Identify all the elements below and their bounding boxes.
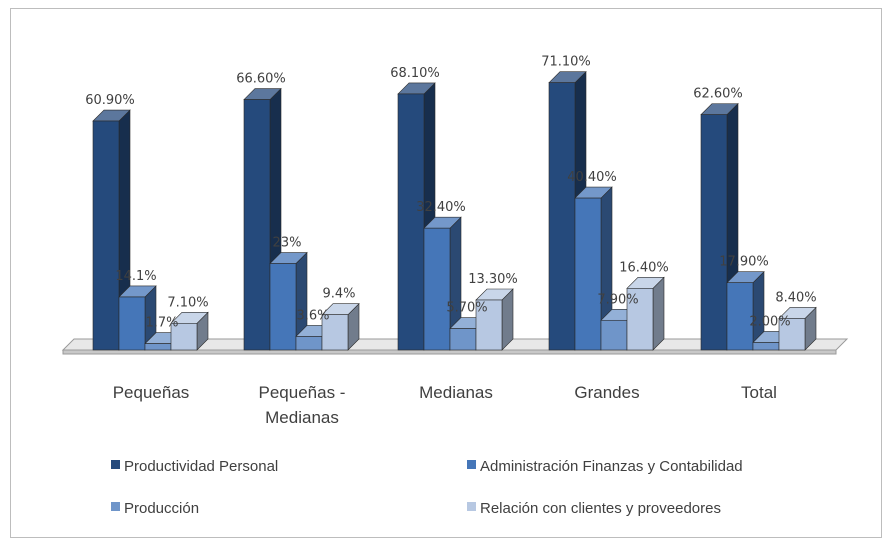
bar [321, 302, 360, 351]
data-label: 71.10% [541, 55, 591, 70]
legend-item: Administración Finanzas y Contabilidad [467, 458, 743, 475]
data-label: 68.10% [390, 66, 440, 81]
bar-front [726, 282, 754, 351]
data-label: 14.1% [115, 269, 156, 284]
category-label: Pequeñas [113, 383, 190, 402]
legend-swatch [467, 502, 476, 511]
floor-front [62, 349, 837, 355]
bar-front [144, 343, 172, 351]
legend: Productividad Personal Administración Fin… [111, 458, 743, 517]
data-labels-layer: 60.90% 14.1% 1.7% 7.10% 66.60% 23% 3.6% 9.4% 68.… [85, 55, 816, 331]
bar-front [170, 323, 198, 351]
category-label: Total [741, 383, 777, 402]
chart-frame: 60.90% 14.1% 1.7% 7.10% 66.60% 23% 3.6% 9.4% 68.… [10, 8, 882, 538]
bar [778, 306, 817, 351]
data-label: 7.90% [597, 292, 638, 307]
bar-front [92, 120, 120, 351]
bars-layer [92, 70, 817, 351]
category-label: Pequeñas - [259, 383, 346, 402]
bar-front [269, 263, 297, 351]
data-label: 23% [273, 236, 302, 251]
bar-front [600, 319, 628, 351]
bar [475, 288, 514, 351]
bar-front [574, 197, 602, 351]
bar-front [548, 82, 576, 351]
legend-swatch [111, 460, 120, 469]
category-label: Grandes [574, 383, 639, 402]
data-label: 60.90% [85, 93, 135, 108]
bar [118, 285, 157, 351]
legend-label: Administración Finanzas y Contabilidad [480, 458, 743, 475]
data-label: 9.4% [322, 287, 355, 302]
data-label: 13.30% [468, 272, 518, 287]
data-label: 2.00% [749, 314, 790, 329]
category-label: Medianas [419, 383, 493, 402]
data-label: 66.60% [236, 72, 286, 87]
category-axis: Pequeñas Pequeñas - Medianas Medianas Grande… [113, 383, 777, 427]
bar-front [118, 296, 146, 351]
bar-front [700, 114, 728, 351]
bar [269, 251, 308, 351]
bar-front [243, 99, 271, 351]
legend-item: Producción [111, 500, 199, 517]
bar [92, 109, 131, 351]
bar-front [321, 314, 349, 351]
chart-svg: 60.90% 14.1% 1.7% 7.10% 66.60% 23% 3.6% 9.4% 68.… [61, 55, 849, 517]
bar-front [626, 288, 654, 351]
bar-front [397, 93, 425, 351]
bar [423, 216, 462, 351]
data-label: 17.90% [719, 255, 769, 270]
bar-front [752, 342, 780, 351]
data-label: 5.70% [446, 301, 487, 316]
legend-swatch [467, 460, 476, 469]
data-label: 8.40% [775, 290, 816, 305]
bar-front [778, 318, 806, 351]
legend-item: Productividad Personal [111, 458, 278, 475]
data-label: 1.7% [145, 316, 178, 331]
bar-side [652, 276, 665, 351]
bar-front [295, 336, 323, 351]
data-label: 16.40% [619, 260, 669, 275]
bar [574, 186, 613, 351]
legend-item: Relación con clientes y proveedores [467, 500, 721, 517]
data-label: 32.40% [416, 200, 466, 215]
bar [170, 311, 209, 351]
legend-label: Productividad Personal [124, 458, 278, 475]
data-label: 40.40% [567, 170, 617, 185]
data-label: 3.6% [296, 308, 329, 323]
bar-front [475, 299, 503, 351]
legend-label: Producción [124, 500, 199, 517]
bar-front [423, 227, 451, 351]
bar [626, 276, 665, 351]
legend-swatch [111, 502, 120, 511]
bar [726, 270, 765, 351]
data-label: 62.60% [693, 87, 743, 102]
legend-label: Relación con clientes y proveedores [480, 500, 721, 517]
data-label: 7.10% [167, 295, 208, 310]
category-label: Medianas [265, 408, 339, 427]
bar-front [449, 328, 477, 351]
